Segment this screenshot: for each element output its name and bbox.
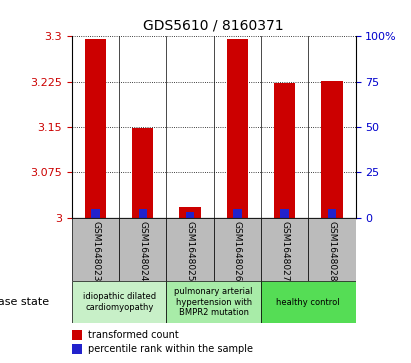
Text: GSM1648023: GSM1648023 bbox=[91, 221, 100, 281]
Bar bbox=[261, 36, 308, 218]
Text: transformed count: transformed count bbox=[88, 330, 178, 340]
Bar bbox=[280, 209, 289, 218]
Bar bbox=[72, 218, 119, 281]
Bar bbox=[308, 36, 356, 218]
Text: healthy control: healthy control bbox=[277, 298, 340, 307]
Bar bbox=[261, 218, 308, 281]
Bar bbox=[274, 83, 295, 218]
Bar bbox=[328, 209, 336, 218]
Text: GSM1648025: GSM1648025 bbox=[186, 221, 194, 281]
Text: pulmonary arterial
hypertension with
BMPR2 mutation: pulmonary arterial hypertension with BMP… bbox=[175, 287, 253, 317]
Title: GDS5610 / 8160371: GDS5610 / 8160371 bbox=[143, 19, 284, 32]
Bar bbox=[180, 207, 201, 218]
Bar bbox=[227, 39, 248, 218]
Bar bbox=[72, 330, 82, 340]
Bar bbox=[321, 81, 342, 218]
Bar bbox=[139, 209, 147, 218]
Bar bbox=[91, 209, 100, 218]
Bar bbox=[132, 128, 153, 218]
Bar bbox=[72, 281, 166, 323]
Bar bbox=[186, 212, 194, 218]
Bar bbox=[72, 344, 82, 354]
Text: disease state: disease state bbox=[0, 297, 49, 307]
Bar bbox=[166, 281, 261, 323]
Text: idiopathic dilated
cardiomyopathy: idiopathic dilated cardiomyopathy bbox=[83, 293, 156, 312]
Bar bbox=[214, 218, 261, 281]
Bar bbox=[308, 218, 356, 281]
Bar bbox=[166, 36, 214, 218]
Bar bbox=[166, 218, 214, 281]
Bar bbox=[214, 36, 261, 218]
Text: GSM1648028: GSM1648028 bbox=[328, 221, 336, 281]
Text: GSM1648024: GSM1648024 bbox=[139, 221, 147, 281]
Bar bbox=[119, 218, 166, 281]
Text: GSM1648027: GSM1648027 bbox=[280, 221, 289, 281]
Bar bbox=[85, 39, 106, 218]
Bar bbox=[261, 281, 356, 323]
Bar bbox=[233, 209, 242, 218]
Bar bbox=[72, 36, 119, 218]
Bar bbox=[119, 36, 166, 218]
Text: GSM1648026: GSM1648026 bbox=[233, 221, 242, 281]
Text: percentile rank within the sample: percentile rank within the sample bbox=[88, 344, 252, 354]
